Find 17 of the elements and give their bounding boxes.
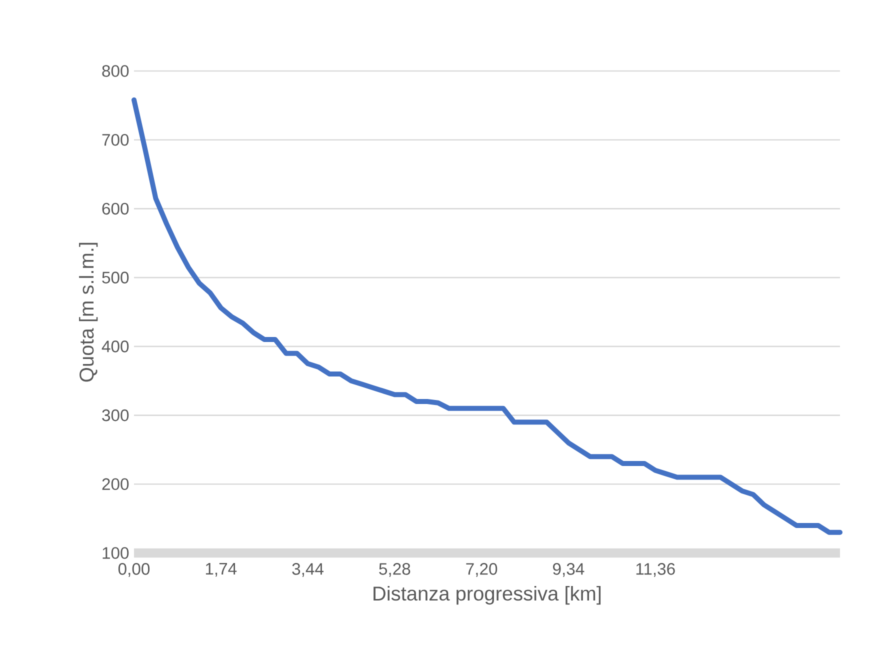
y-tick-label: 700 [102, 134, 129, 146]
y-tick-label: 200 [102, 478, 129, 490]
y-axis-title: Quota [m s.l.m.] [79, 242, 98, 382]
y-tick-label: 400 [102, 340, 129, 352]
x-tick-label: 1,74 [206, 563, 237, 577]
x-tick-label: 11,36 [636, 563, 675, 577]
x-tick-label: 5,28 [379, 563, 410, 577]
x-tick-label: 0,00 [118, 563, 150, 577]
y-tick-label: 100 [102, 547, 129, 559]
x-tick-label: 7,20 [466, 563, 498, 577]
y-tick-label: 300 [102, 409, 129, 422]
x-axis-title: Distanza progressiva [km] [374, 586, 601, 605]
y-tick-label: 600 [102, 202, 129, 215]
x-tick-label: 9,34 [553, 563, 584, 577]
x-tick-label: 3,44 [292, 563, 324, 577]
y-tick-label: 500 [102, 272, 129, 284]
y-tick-label: 800 [102, 65, 129, 77]
